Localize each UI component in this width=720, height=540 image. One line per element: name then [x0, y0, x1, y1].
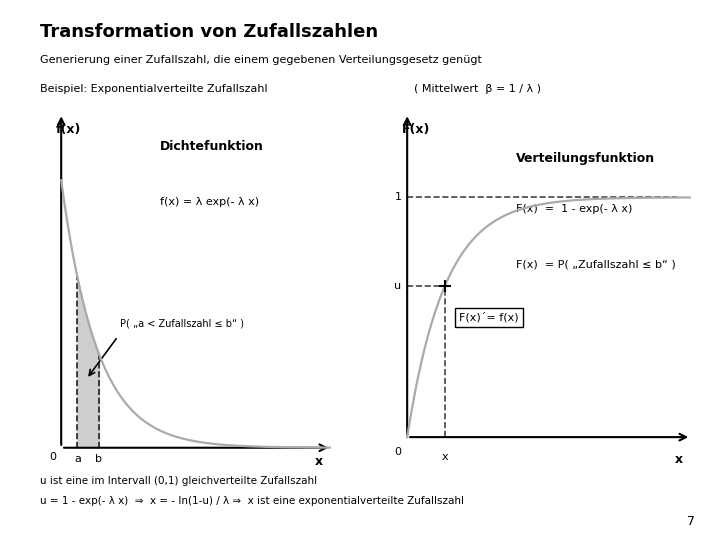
Text: Verteilungsfunktion: Verteilungsfunktion: [516, 152, 655, 165]
Text: x: x: [315, 455, 323, 468]
Text: u ist eine im Intervall (0,1) gleichverteilte Zufallszahl: u ist eine im Intervall (0,1) gleichvert…: [40, 476, 317, 487]
Text: 0: 0: [49, 452, 56, 462]
Text: Generierung einer Zufallszahl, die einem gegebenen Verteilungsgesetz genügt: Generierung einer Zufallszahl, die einem…: [40, 55, 482, 65]
Text: a: a: [74, 454, 81, 464]
Text: F(x)  =  1 - exp(- λ x): F(x) = 1 - exp(- λ x): [516, 204, 632, 214]
Text: u: u: [395, 281, 402, 291]
Text: 1: 1: [395, 192, 402, 202]
Text: 0: 0: [395, 447, 402, 457]
Text: F(x)  = P( „Zufallszahl ≤ b“ ): F(x) = P( „Zufallszahl ≤ b“ ): [516, 259, 676, 269]
Text: P( „a < Zufallszahl ≤ b“ ): P( „a < Zufallszahl ≤ b“ ): [120, 319, 243, 329]
Text: x: x: [675, 453, 683, 465]
Text: Transformation von Zufallszahlen: Transformation von Zufallszahlen: [40, 23, 378, 40]
Text: F(x): F(x): [402, 123, 430, 136]
Text: b: b: [96, 454, 102, 464]
Text: ( Mittelwert  β = 1 / λ ): ( Mittelwert β = 1 / λ ): [414, 84, 541, 94]
Text: f(x) = λ exp(- λ x): f(x) = λ exp(- λ x): [161, 197, 259, 207]
Text: 7: 7: [687, 515, 695, 528]
Text: x: x: [441, 451, 448, 462]
Text: Dichtefunktion: Dichtefunktion: [161, 140, 264, 153]
Text: u = 1 - exp(- λ x)  ⇒  x = - ln(1-u) / λ ⇒  x ist eine exponentialverteilte Zufa: u = 1 - exp(- λ x) ⇒ x = - ln(1-u) / λ ⇒…: [40, 496, 464, 506]
Text: F(x)´= f(x): F(x)´= f(x): [459, 312, 519, 322]
Text: Beispiel: Exponentialverteilte Zufallszahl: Beispiel: Exponentialverteilte Zufallsza…: [40, 84, 267, 94]
Text: f(x): f(x): [56, 124, 81, 137]
